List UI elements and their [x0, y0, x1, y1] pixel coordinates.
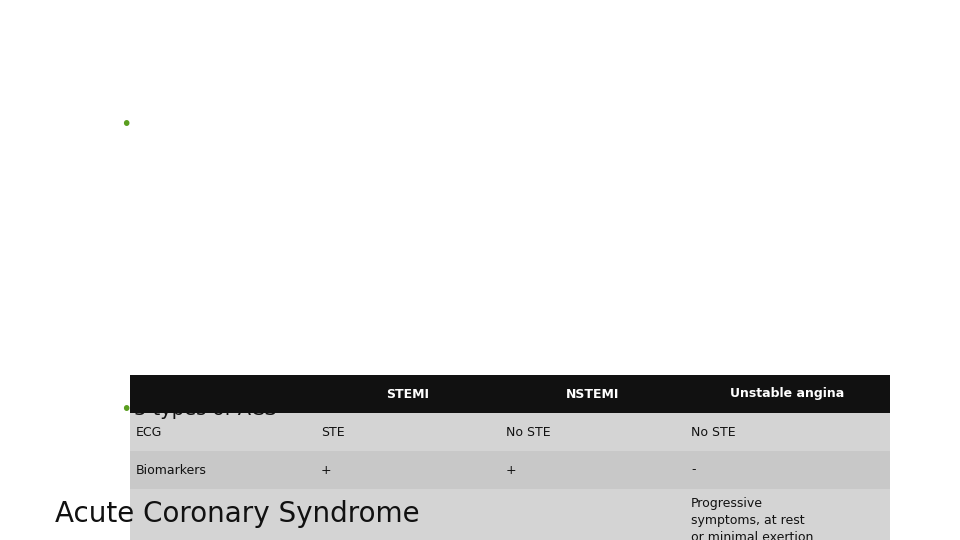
Text: STE: STE — [321, 426, 345, 438]
Bar — [685, 489, 890, 540]
Text: •: • — [120, 115, 132, 134]
Text: NSTEMI: NSTEMI — [565, 388, 619, 401]
Bar — [315, 489, 500, 540]
Text: -: - — [691, 463, 695, 476]
Text: ECG: ECG — [136, 426, 162, 438]
Text: Biomarkers: Biomarkers — [136, 463, 206, 476]
Text: •: • — [120, 400, 132, 419]
Bar — [315, 375, 500, 413]
Bar — [685, 375, 890, 413]
Bar — [130, 375, 315, 413]
Text: STEMI: STEMI — [386, 388, 429, 401]
Text: No STE: No STE — [691, 426, 735, 438]
Bar — [685, 413, 890, 451]
Text: 3 types of ACS: 3 types of ACS — [134, 400, 276, 419]
Bar — [500, 375, 685, 413]
Bar — [130, 489, 315, 540]
Bar — [130, 413, 315, 451]
Text: Unstable angina: Unstable angina — [731, 388, 845, 401]
Bar — [685, 451, 890, 489]
Bar — [500, 489, 685, 540]
Text: +: + — [321, 463, 331, 476]
Bar — [315, 451, 500, 489]
Bar — [315, 413, 500, 451]
Bar — [130, 451, 315, 489]
Text: No STE: No STE — [506, 426, 551, 438]
Text: +: + — [506, 463, 516, 476]
Bar — [500, 413, 685, 451]
Text: Progressive
symptoms, at rest
or minimal exertion: Progressive symptoms, at rest or minimal… — [691, 497, 813, 540]
Text: Acute Coronary Syndrome: Acute Coronary Syndrome — [55, 500, 420, 528]
Bar — [500, 451, 685, 489]
